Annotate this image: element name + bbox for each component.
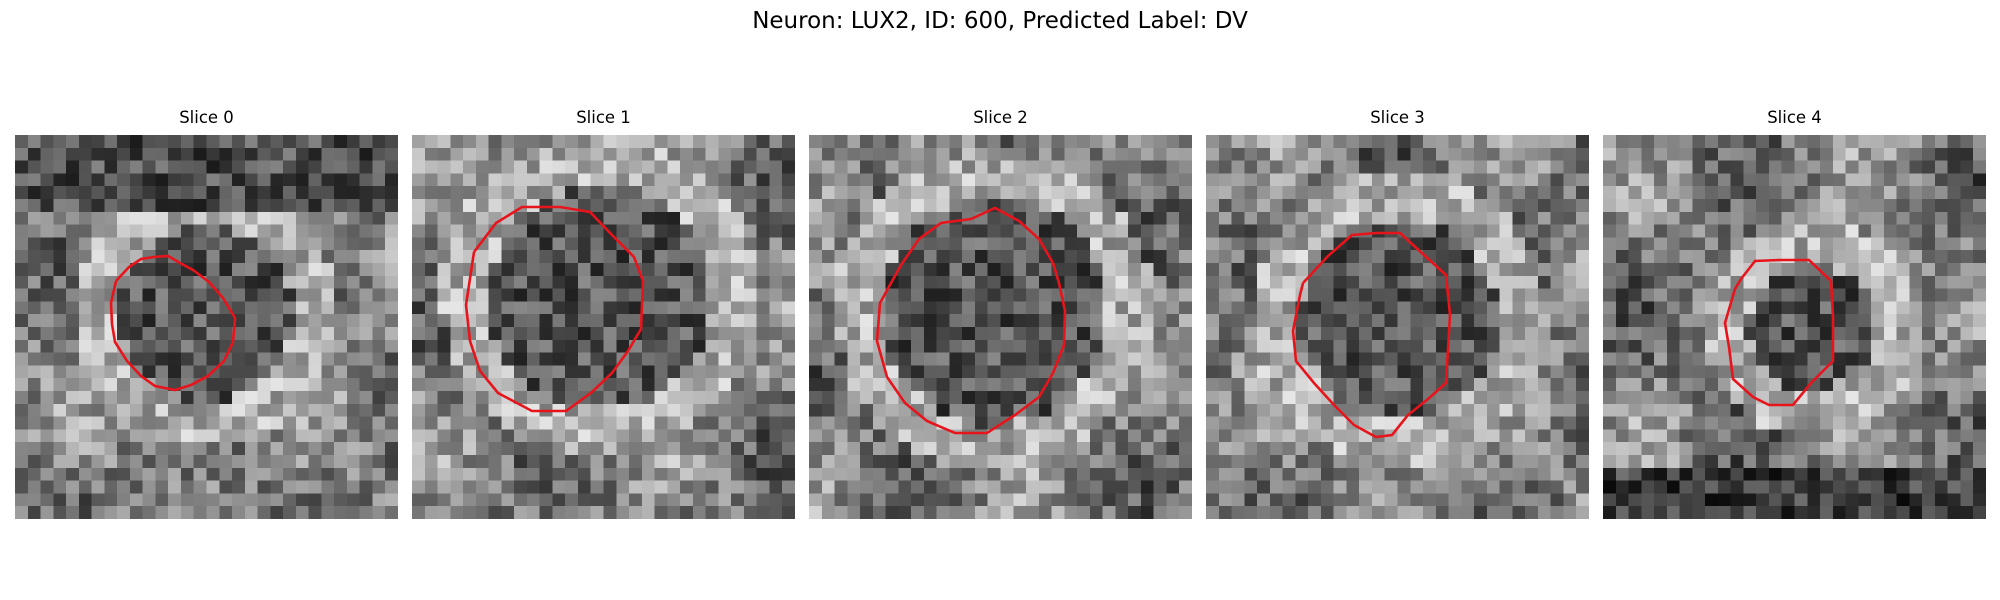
slice-panel-1: Slice 1 xyxy=(412,108,795,519)
slice-panel-3: Slice 3 xyxy=(1206,108,1589,519)
slice-panel-4: Slice 4 xyxy=(1603,108,1986,519)
roi-contour xyxy=(1206,135,1589,519)
roi-contour xyxy=(1603,135,1986,519)
slice-title: Slice 3 xyxy=(1206,108,1589,127)
roi-contour xyxy=(15,135,398,519)
roi-contour xyxy=(412,135,795,519)
figure-title: Neuron: LUX2, ID: 600, Predicted Label: … xyxy=(0,8,2000,34)
slice-panel-2: Slice 2 xyxy=(809,108,1192,519)
slice-title: Slice 0 xyxy=(15,108,398,127)
slice-panel-0: Slice 0 xyxy=(15,108,398,519)
slice-title: Slice 2 xyxy=(809,108,1192,127)
slice-title: Slice 1 xyxy=(412,108,795,127)
roi-contour xyxy=(809,135,1192,519)
slice-title: Slice 4 xyxy=(1603,108,1986,127)
